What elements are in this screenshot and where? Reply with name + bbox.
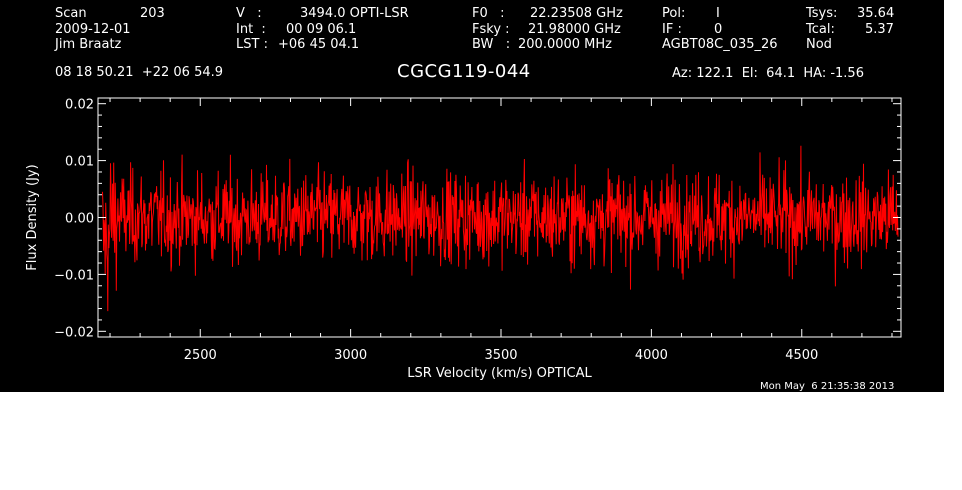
if-value: 0	[714, 22, 723, 37]
plot-panel: Scan 203 2009-12-01 Jim Braatz V : 3494.…	[0, 0, 944, 392]
fsky-label: Fsky :	[472, 22, 510, 37]
if-label: IF :	[662, 22, 682, 37]
y-axis-label: Flux Density (Jy)	[25, 164, 40, 270]
bandwidth-label: BW :	[472, 37, 511, 52]
spectrum-trace	[102, 145, 899, 312]
spectrum-line	[102, 145, 899, 312]
source-name: CGCG119-044	[397, 61, 531, 82]
f0-label: F0 :	[472, 6, 505, 21]
fsky-value: 21.98000 GHz	[528, 22, 621, 37]
y-tick-label: 0.00	[65, 212, 94, 227]
y-axis-ticks: −0.02 −0.01 0.00 0.01 0.02	[54, 98, 901, 340]
velocity-label: V :	[236, 6, 262, 21]
integration-value: 00 09 06.1	[286, 22, 357, 37]
tcal-value: 5.37	[865, 22, 894, 37]
x-tick-label: 3000	[334, 348, 367, 363]
bandwidth-value: 200.0000 MHz	[518, 37, 612, 52]
x-tick-label: 4500	[785, 348, 818, 363]
tsys-value: 35.64	[857, 6, 895, 21]
y-tick-label: −0.01	[54, 268, 94, 283]
x-axis-label: LSR Velocity (km/s) OPTICAL	[407, 366, 592, 381]
y-tick-label: 0.01	[65, 155, 94, 170]
observer-name: Jim Braatz	[55, 37, 122, 52]
source-coordinates: 08 18 50.21 +22 06 54.9	[55, 65, 224, 80]
lst-value: +06 45 04.1	[278, 37, 360, 52]
observing-mode: Nod	[806, 37, 832, 52]
integration-label: Int :	[236, 22, 266, 37]
x-tick-label: 3500	[484, 348, 517, 363]
observation-date: 2009-12-01	[55, 22, 131, 37]
tcal-label: Tcal:	[806, 22, 835, 37]
polarization-value: I	[716, 6, 720, 21]
scan-value: 203	[140, 6, 165, 21]
plot-timestamp: Mon May 6 21:35:38 2013	[760, 381, 895, 392]
x-tick-label: 4000	[635, 348, 668, 363]
x-axis-ticks: 2500 3000 3500 4000 4500	[109, 98, 893, 363]
velocity-value: 3494.0 OPTI-LSR	[300, 6, 409, 21]
polarization-label: Pol:	[662, 6, 686, 21]
tsys-label: Tsys:	[806, 6, 838, 21]
lst-label: LST :	[236, 37, 268, 52]
y-tick-label: −0.02	[54, 325, 94, 340]
f0-value: 22.23508 GHz	[530, 6, 623, 21]
spectrum-chart: 2500 3000 3500 4000 4500 −0.02 −0.01 0.00 0.01 0…	[25, 97, 902, 381]
scan-label: Scan	[55, 6, 87, 21]
project-id: AGBT08C_035_26	[662, 37, 778, 52]
y-tick-label: 0.02	[65, 98, 94, 113]
x-tick-label: 2500	[184, 348, 217, 363]
pointing-info: Az: 122.1 El: 64.1 HA: -1.56	[672, 66, 864, 81]
